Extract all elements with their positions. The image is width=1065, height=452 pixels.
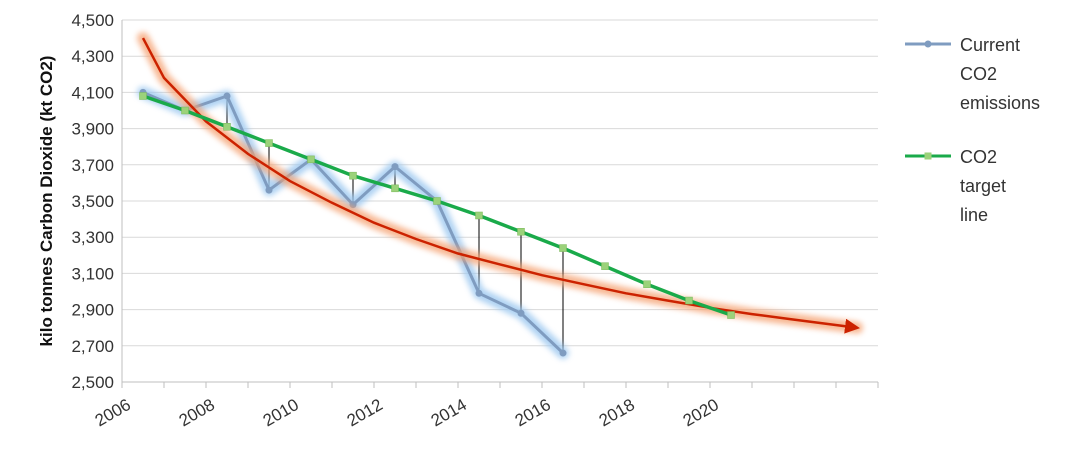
legend-label: CO2 (960, 147, 997, 167)
point-target (517, 228, 525, 236)
legend: Current CO2 emissions CO2 target line (905, 35, 1040, 225)
legend-label: target (960, 176, 1006, 196)
trend-curve-glow (137, 32, 863, 334)
point-target (601, 262, 609, 270)
trend-curve-arrow (141, 37, 860, 334)
legend-label: emissions (960, 93, 1040, 113)
x-tick-label: 2012 (344, 395, 386, 430)
y-tick-label: 2,700 (71, 337, 114, 356)
y-tick-label: 4,300 (71, 47, 114, 66)
x-tick-label: 2016 (512, 395, 554, 430)
point-target (685, 296, 693, 305)
y-tick-label: 3,900 (71, 120, 114, 139)
series-layer (137, 32, 863, 359)
legend-key-marker-0 (924, 40, 932, 48)
point-target (475, 211, 483, 220)
y-tick-label: 3,300 (71, 228, 114, 247)
point-target (727, 311, 735, 319)
point-current (391, 163, 399, 171)
x-tick-label: 2010 (260, 395, 302, 430)
x-tick-label: 2008 (176, 395, 218, 430)
legend-label: line (960, 205, 988, 225)
y-axis-title: kilo tonnes Carbon Dioxide (kt CO2) (37, 56, 56, 347)
point-target (643, 280, 651, 289)
grid (122, 19, 878, 383)
point-current (475, 289, 483, 297)
point-current (265, 186, 273, 194)
legend-label: CO2 (960, 64, 997, 84)
point-current (223, 92, 231, 100)
y-tick-label: 3,500 (71, 192, 114, 211)
point-target (307, 155, 315, 164)
y-tick-label: 2,900 (71, 301, 114, 320)
x-tick-label: 2018 (596, 395, 638, 430)
y-tick-label: 3,700 (71, 156, 114, 175)
point-target (559, 244, 567, 252)
point-target (265, 139, 273, 147)
y-tick-label: 2,500 (71, 373, 114, 392)
x-tick-label: 2020 (680, 395, 722, 430)
point-target (139, 92, 147, 100)
legend-key-marker-1 (924, 152, 932, 160)
point-target (349, 171, 357, 180)
y-tick-label: 4,500 (71, 11, 114, 30)
point-target (223, 123, 231, 131)
point-current (517, 309, 525, 317)
point-target (391, 184, 399, 193)
y-tick-label: 4,100 (71, 83, 114, 102)
point-target (433, 197, 441, 205)
legend-label: Current (960, 35, 1020, 55)
y-tick-label: 3,100 (71, 264, 114, 283)
point-current (559, 349, 567, 357)
x-tick-label: 2014 (428, 395, 470, 430)
point-target (181, 106, 189, 115)
x-tick-label: 2006 (92, 395, 134, 430)
